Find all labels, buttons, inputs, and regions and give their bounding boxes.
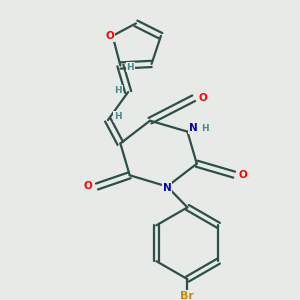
Text: O: O (238, 169, 247, 180)
Text: H: H (201, 124, 208, 133)
Text: O: O (105, 31, 114, 41)
Text: N: N (163, 183, 172, 193)
Text: Br: Br (181, 291, 194, 300)
Text: O: O (198, 93, 207, 103)
Text: H: H (114, 86, 122, 95)
Text: O: O (84, 182, 93, 191)
Text: H: H (114, 112, 122, 121)
Text: H: H (127, 63, 134, 72)
Text: N: N (189, 124, 197, 134)
